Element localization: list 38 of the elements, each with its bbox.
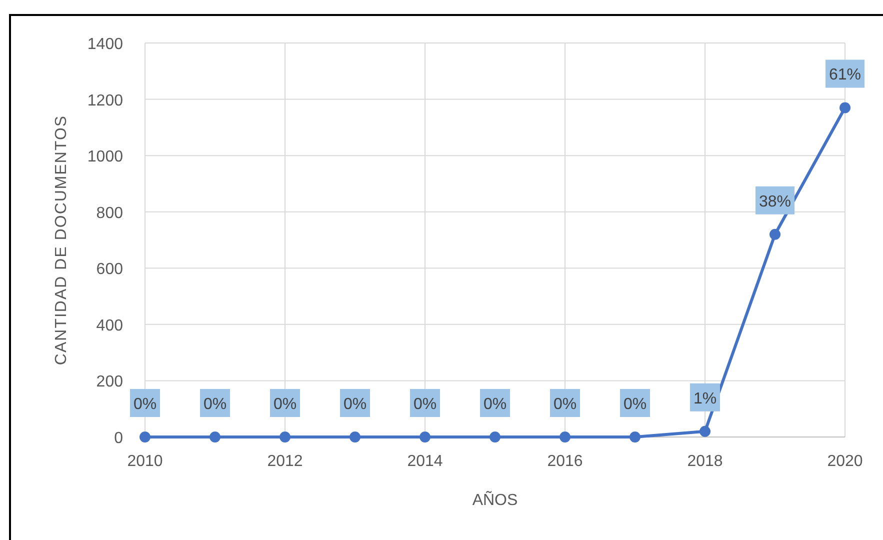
x-tick-label: 2020 xyxy=(827,453,863,470)
y-tick-label: 200 xyxy=(96,374,124,391)
point xyxy=(770,228,780,240)
annotation: 0% xyxy=(553,396,577,413)
x-tick-label: 2014 xyxy=(407,453,443,470)
point xyxy=(140,432,150,442)
y-tick-label: 600 xyxy=(96,261,124,278)
annotation: 1% xyxy=(693,390,717,408)
x-tick-label: 2012 xyxy=(267,453,303,470)
y-tick-label: 400 xyxy=(96,317,124,334)
annotation: 0% xyxy=(203,396,227,413)
point xyxy=(420,432,430,442)
annotation: 0% xyxy=(273,396,297,413)
annotation: 0% xyxy=(483,396,507,413)
y-tick-label: 1200 xyxy=(87,92,124,110)
y-tick-label: 1400 xyxy=(87,36,124,53)
x-tick-label: 2016 xyxy=(547,453,583,470)
point xyxy=(490,432,500,442)
annotation: 0% xyxy=(343,396,367,413)
x-tick-label: 2010 xyxy=(127,453,163,470)
point xyxy=(210,432,220,442)
point xyxy=(630,432,640,442)
annotation: 61% xyxy=(828,66,862,84)
x-tick-label: 2018 xyxy=(687,453,723,470)
annotation: 0% xyxy=(623,396,647,413)
y-axis-title: CANTIDAD DE DOCUMENTOS xyxy=(53,114,70,366)
annotation: 0% xyxy=(133,396,157,413)
y-tick-label: 800 xyxy=(96,204,124,222)
annotation: 38% xyxy=(758,193,792,210)
point xyxy=(280,432,290,442)
point xyxy=(700,426,710,437)
y-tick-label: 0 xyxy=(114,430,124,447)
annotation: 0% xyxy=(413,396,437,413)
y-tick-label: 1000 xyxy=(87,148,124,166)
point xyxy=(350,432,360,442)
x-axis-title: AÑOS xyxy=(472,490,518,509)
point xyxy=(560,432,570,442)
point xyxy=(840,102,850,114)
